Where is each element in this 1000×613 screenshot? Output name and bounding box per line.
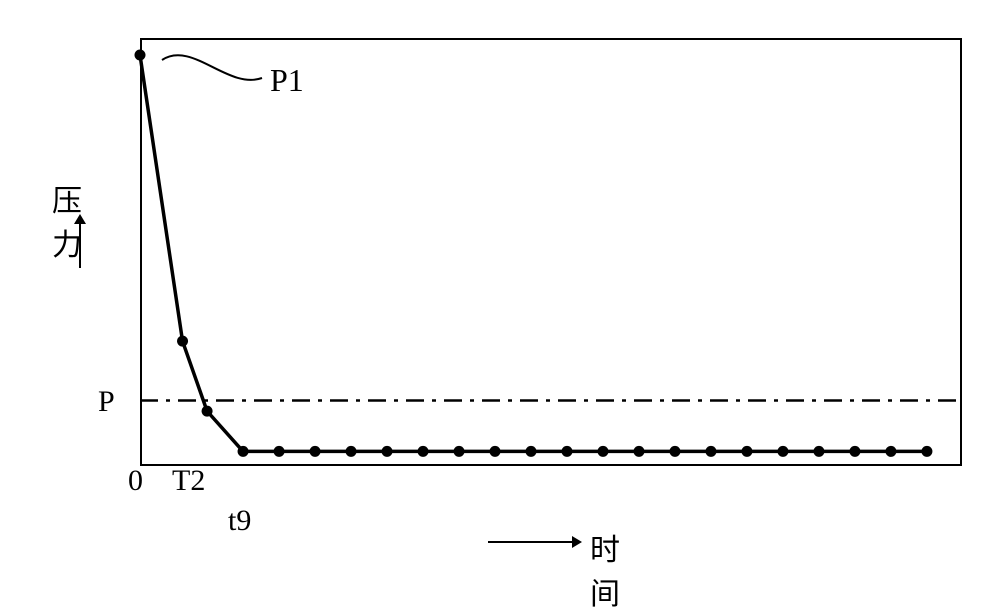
t9-tick-label: t9 xyxy=(228,504,251,538)
x-axis-label: 时间 xyxy=(590,525,620,613)
p1-callout-label: P1 xyxy=(270,62,304,99)
t2-tick-label: T2 xyxy=(172,464,205,498)
y-axis-arrow-icon xyxy=(60,214,100,272)
origin-tick-label: 0 xyxy=(128,464,143,498)
threshold-p-label: P xyxy=(98,385,115,419)
plot-area xyxy=(0,0,1000,586)
x-axis-arrow-icon xyxy=(488,527,586,557)
